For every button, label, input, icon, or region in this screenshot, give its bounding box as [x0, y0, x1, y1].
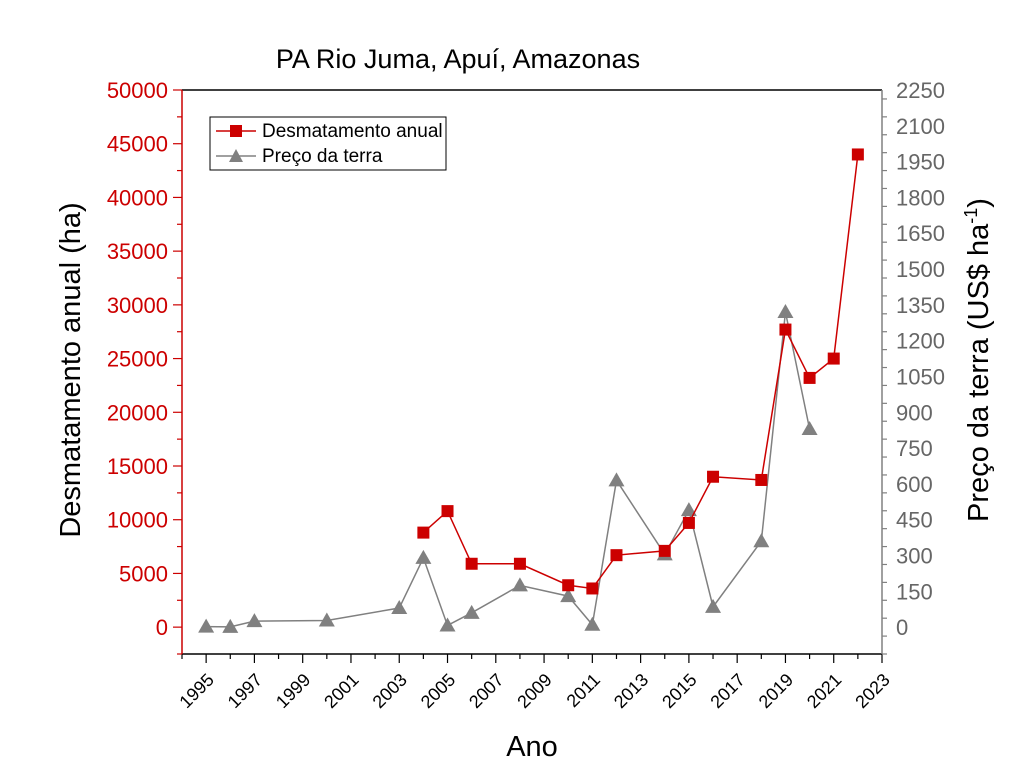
deforestation-point: [562, 579, 575, 592]
y-right-tick-label: 1200: [896, 329, 945, 354]
deforestation-point: [586, 582, 599, 595]
legend-marker-deforestation: [230, 125, 242, 137]
deforestation-point: [465, 557, 478, 570]
axis-ticks: 1995 1997 1999 2001 2003 2005 2007 2009 2011 2013…: [107, 78, 945, 712]
deforestation-point: [441, 505, 454, 518]
y-right-tick-label: 0: [896, 615, 908, 640]
land-price-point: [391, 600, 408, 615]
x-axis-title: Ano: [506, 731, 558, 763]
series-line-deforestation: [422, 154, 859, 590]
x-tick-label: 2023: [851, 670, 893, 712]
legend-box: [209, 116, 447, 171]
y-left-tick-label: 20000: [107, 400, 168, 425]
y-left-tick-label: 35000: [107, 239, 168, 264]
x-tick-label: 2001: [320, 670, 362, 712]
deforestation-point: [417, 526, 430, 539]
y-left-tick-label: 25000: [107, 347, 168, 372]
y-right-tick-label: 1650: [896, 221, 945, 246]
x-tick-label: 2013: [610, 670, 652, 712]
land-price-point: [318, 612, 335, 627]
series-line-land-price: [206, 311, 811, 628]
y-right-tick-label: 150: [896, 579, 933, 604]
land-price-point: [222, 618, 239, 633]
deforestation-point: [610, 549, 623, 562]
land-price-point: [801, 420, 818, 435]
x-tick-label: 2019: [755, 670, 797, 712]
y-left-tick-label: 30000: [107, 293, 168, 318]
deforestation-point: [707, 470, 720, 483]
y-left-tick-label: 0: [156, 615, 168, 640]
y-right-tick-label: 450: [896, 508, 933, 533]
y-right-tick-label: 300: [896, 544, 933, 569]
y-right-tick-label: 1800: [896, 185, 945, 210]
x-tick-label: 2007: [465, 670, 507, 712]
deforestation-point: [682, 516, 695, 529]
chart-title: PA Rio Juma, Apuí, Amazonas: [276, 44, 640, 74]
y-axis-left-title: Desmatamento anual (ha): [55, 202, 87, 537]
land-price-point: [753, 533, 770, 548]
land-price-point: [705, 598, 722, 613]
y-left-tick-label: 10000: [107, 508, 168, 533]
legend-label-land-price: Preço da terra: [262, 146, 383, 167]
land-price-point: [415, 549, 432, 564]
deforestation-point: [513, 557, 526, 570]
x-tick-label: 2021: [803, 670, 845, 712]
land-price-point: [777, 304, 794, 319]
land-price-point: [246, 613, 263, 628]
y-axis-right-title-main: Preço da terra (US$ ha: [963, 223, 995, 522]
y-right-tick-label: 600: [896, 472, 933, 497]
x-tick-label: 2015: [658, 670, 700, 712]
y-axis-right-title-superscript: -1: [961, 208, 981, 224]
x-tick-label: 2011: [563, 670, 605, 712]
x-tick-label: 2009: [513, 670, 555, 712]
x-tick-label: 1997: [224, 670, 266, 712]
y-right-tick-label: 1950: [896, 150, 945, 175]
x-tick-label: 1995: [175, 670, 217, 712]
land-price-point: [463, 604, 480, 619]
land-price-point: [680, 502, 697, 517]
y-axis-right-title-close: ): [963, 198, 995, 208]
y-left-tick-label: 50000: [107, 78, 168, 103]
y-left-tick-label: 5000: [119, 561, 168, 586]
y-right-tick-label: 1350: [896, 293, 945, 318]
land-price-point: [584, 616, 601, 631]
y-axis-right-title: Preço da terra (US$ ha-1): [961, 198, 995, 522]
x-tick-label: 1999: [272, 670, 314, 712]
y-right-tick-label: 750: [896, 436, 933, 461]
land-price-point: [608, 472, 625, 487]
y-left-tick-label: 45000: [107, 132, 168, 157]
legend-label-deforestation: Desmatamento anual: [262, 121, 443, 142]
x-tick-label: 2003: [369, 670, 411, 712]
axes-frame: [181, 89, 883, 655]
land-price-point: [198, 618, 215, 633]
deforestation-point: [851, 148, 864, 161]
land-price-point: [439, 617, 456, 632]
y-right-tick-label: 1050: [896, 364, 945, 389]
deforestation-point: [803, 371, 816, 384]
x-tick-label: 2005: [417, 670, 459, 712]
y-right-tick-label: 2250: [896, 78, 945, 103]
y-left-tick-label: 15000: [107, 454, 168, 479]
land-price-point: [511, 577, 528, 592]
land-price-point: [560, 588, 577, 603]
y-right-tick-label: 1500: [896, 257, 945, 282]
series-layer: [198, 148, 864, 633]
deforestation-point: [779, 323, 792, 336]
x-tick-label: 2017: [706, 670, 748, 712]
legend-marker-land-price: [229, 149, 243, 162]
legend: Desmatamento anual Preço da terra: [209, 116, 447, 171]
y-right-tick-label: 2100: [896, 114, 945, 139]
y-right-tick-label: 900: [896, 400, 933, 425]
deforestation-point: [658, 544, 671, 557]
deforestation-point: [755, 473, 768, 486]
y-left-tick-label: 40000: [107, 185, 168, 210]
deforestation-point: [827, 352, 840, 365]
